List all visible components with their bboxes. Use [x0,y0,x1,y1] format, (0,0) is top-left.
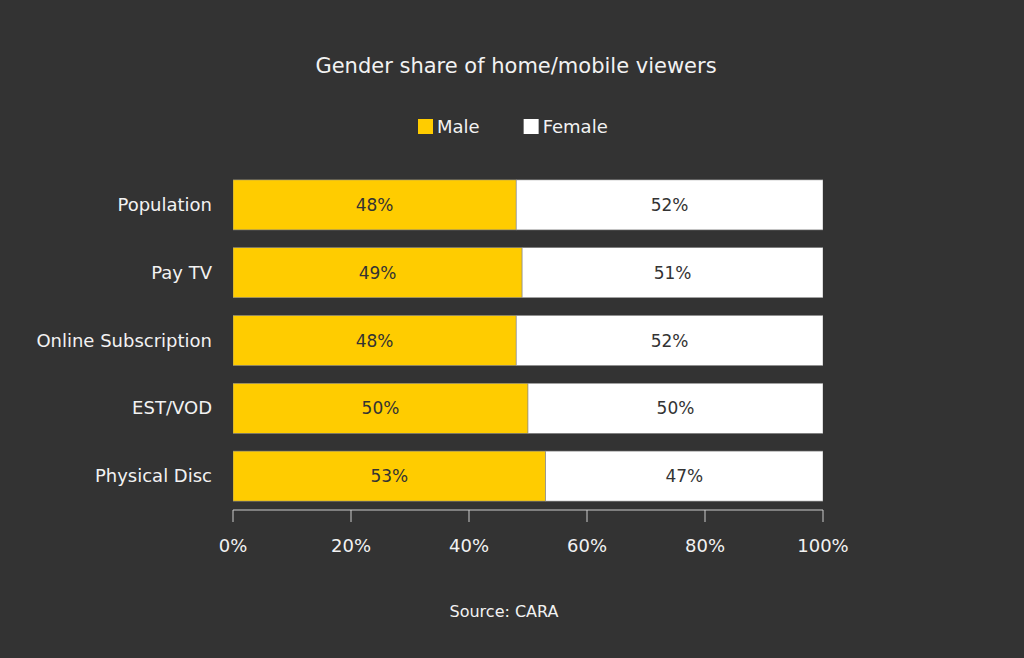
data-labels: 48% 52% 49% 51% 48% 52% 50% 50% 53% 47% [356,195,704,486]
bar-segment [233,316,516,366]
legend-label: Female [543,116,608,137]
data-label: 50% [657,398,695,418]
data-label: 52% [651,195,689,215]
data-label: 48% [356,195,394,215]
tick-label: 0% [219,535,248,556]
bar-segment [233,451,546,501]
bar-segment [233,248,522,298]
tick-label: 40% [449,535,489,556]
title: Gender share of home/mobile viewers [315,54,716,78]
legend: Male Female [418,116,608,137]
tick-mark [587,510,588,522]
bar-segment [233,180,516,230]
tick-mark [351,510,352,522]
bar-segment [546,451,823,501]
data-label: 47% [665,466,703,486]
bar-segment [516,316,823,366]
legend-label: Male [437,116,480,137]
tick-mark [823,510,824,522]
legend-swatch [524,119,539,134]
bar-segment [233,383,528,433]
data-label: 53% [370,466,408,486]
tick-label: 60% [567,535,607,556]
data-label: 49% [359,263,397,283]
data-label: 51% [654,263,692,283]
tick-label: 20% [331,535,371,556]
bar-segment [516,180,823,230]
x-axis: 0% 20% 40% 60% 80% 100% [219,510,849,556]
category-label: Pay TV [151,262,212,283]
category-label: Population [117,194,212,215]
bars [233,180,823,501]
data-label: 50% [362,398,400,418]
bar-segment [528,383,823,433]
tick-label: 100% [797,535,848,556]
tick-label: 80% [685,535,725,556]
legend-swatch [418,119,433,134]
tick-mark [705,510,706,522]
source-note: Source: CARA [450,602,559,621]
category-label: Physical Disc [95,465,212,486]
category-label: EST/VOD [132,397,212,418]
data-label: 52% [651,331,689,351]
chart: Gender share of home/mobile viewers Male F… [0,0,1024,658]
bar-segment [522,248,823,298]
data-label: 48% [356,331,394,351]
axis-line [233,510,823,511]
category-label: Online Subscription [36,330,212,351]
tick-mark [469,510,470,522]
background [0,0,1024,658]
tick-mark [233,510,234,522]
